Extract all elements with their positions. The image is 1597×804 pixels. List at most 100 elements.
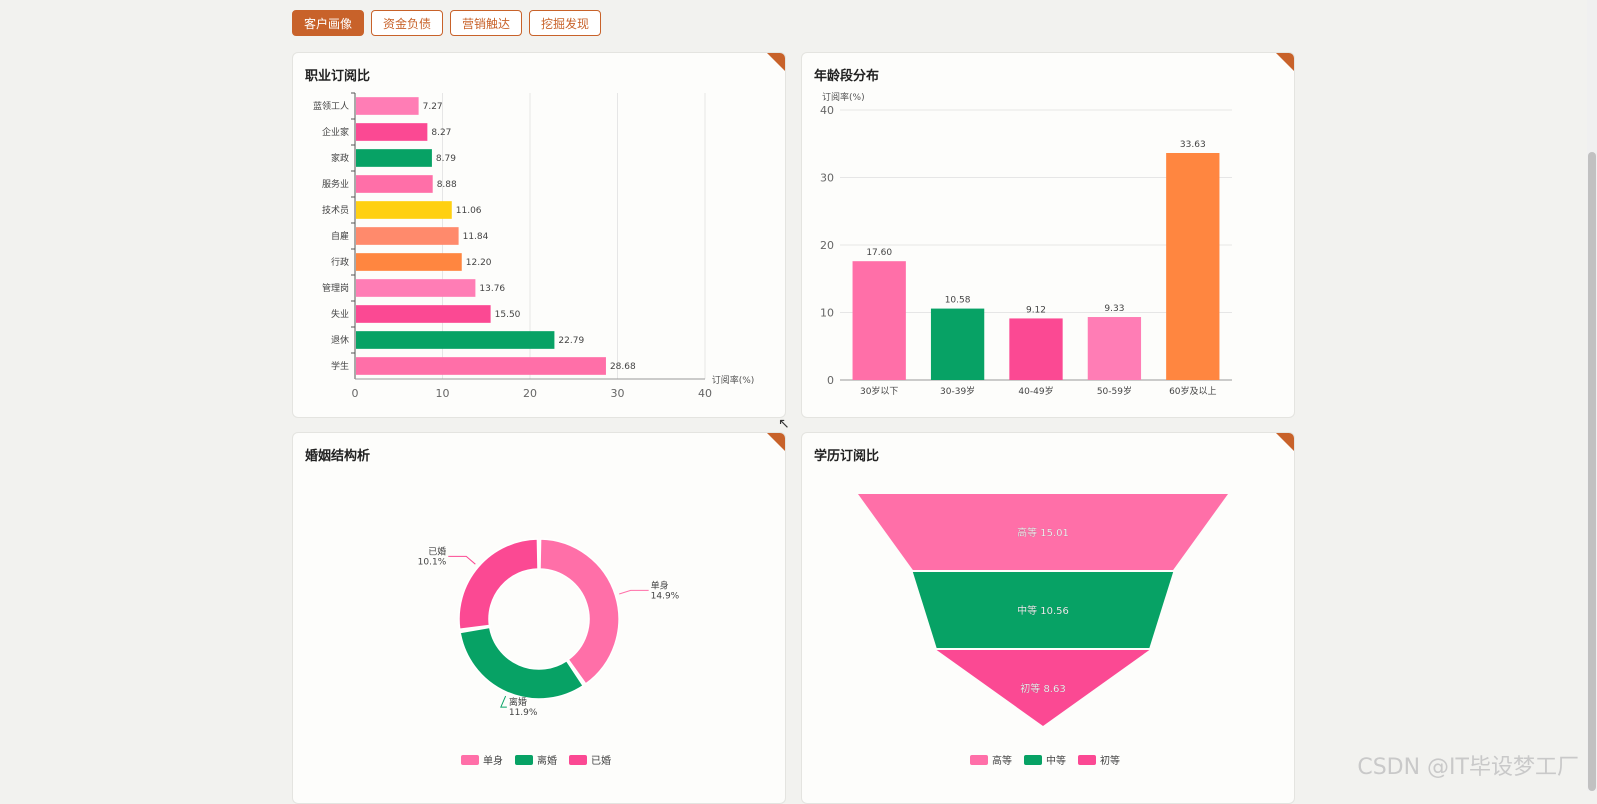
x-category-label: 60岁及以上: [1169, 385, 1216, 397]
bar: [356, 201, 452, 219]
funnel-segment: [912, 572, 1174, 648]
funnel-segment: [858, 494, 1228, 570]
slice-value-label: 14.9%: [651, 591, 680, 601]
y-category-label: 行政: [331, 256, 349, 268]
card-corner-decoration: [767, 53, 785, 71]
bar-value-label: 28.68: [610, 362, 636, 372]
y-category-label: 学生: [331, 360, 349, 372]
x-category-label: 40-49岁: [1018, 385, 1053, 397]
y-tick-label: 10: [820, 307, 834, 320]
x-tick-label: 0: [352, 387, 359, 400]
x-tick-label: 30: [611, 387, 625, 400]
x-tick-label: 10: [436, 387, 450, 400]
bar-value-label: 13.76: [479, 284, 505, 294]
y-category-label: 退休: [331, 334, 349, 346]
marriage-chart-title: 婚姻结构析: [305, 449, 371, 464]
y-category-label: 企业家: [322, 126, 349, 138]
mouse-cursor-icon: ↖: [778, 416, 790, 432]
bar: [356, 357, 606, 375]
bar: [1166, 152, 1220, 380]
bar-value-label: 8.27: [431, 128, 451, 138]
page-scrollbar[interactable]: [1587, 0, 1597, 791]
bar: [356, 227, 459, 245]
slice-value-label: 10.1%: [418, 557, 447, 567]
marriage-card: 婚姻结构析 单身 14.9% 离婚 11.9% 已婚 10.1% 单身 离婚 已婚: [292, 432, 786, 804]
slice-value-label: 11.9%: [509, 708, 538, 718]
legend-swatch: [1078, 755, 1096, 765]
legend-item-label: 中等: [1046, 754, 1066, 767]
bar-value-label: 9.12: [1026, 305, 1046, 315]
tab-bar: 客户画像 资金负债 营销触达 挖掘发现: [292, 10, 602, 36]
funnel-segment-label: 初等 8.63: [1020, 682, 1065, 695]
legend-item-label: 初等: [1100, 754, 1120, 767]
bar: [356, 305, 491, 323]
y-tick-label: 30: [820, 172, 834, 185]
tab-assets-liabilities[interactable]: 资金负债: [371, 10, 444, 36]
x-category-label: 30岁以下: [860, 385, 898, 397]
bar: [356, 331, 555, 349]
slice-leader-line: [448, 555, 476, 565]
watermark: CSDN @IT毕设梦工厂: [1357, 755, 1579, 780]
legend-swatch: [970, 755, 988, 765]
tab-mining-discovery[interactable]: 挖掘发现: [529, 10, 602, 36]
legend-swatch: [1024, 755, 1042, 765]
legend-swatch: [569, 755, 587, 765]
y-category-label: 自雇: [331, 230, 349, 242]
bar: [356, 123, 428, 141]
donut-slice: [458, 538, 539, 631]
y-tick-label: 40: [820, 104, 834, 117]
age-card: 年龄段分布 0 10 20 30 40 订阅率(%) 17.60 30岁以下 10.58 30-3…: [801, 52, 1295, 418]
bar-value-label: 33.63: [1180, 140, 1206, 150]
education-chart-title: 学历订阅比: [814, 449, 880, 464]
occupation-chart-title: 职业订阅比: [305, 69, 371, 84]
bar-value-label: 8.79: [436, 154, 456, 164]
bar: [356, 175, 433, 193]
donut-slice: [539, 538, 620, 685]
bar-value-label: 12.20: [466, 258, 492, 268]
legend-item-label: 离婚: [537, 754, 557, 767]
scrollbar-thumb[interactable]: [1588, 152, 1596, 791]
occupation-bar-chart: 0 10 20 30 40 蓝领工人 7.27 企业家 8.27 家政 8.79 服务业 8.88 技术员…: [313, 92, 755, 400]
x-tick-label: 20: [523, 387, 537, 400]
bar-value-label: 15.50: [495, 310, 521, 320]
funnel-segment-label: 中等 10.56: [1017, 604, 1069, 617]
bar-value-label: 9.33: [1104, 304, 1124, 314]
bar-value-label: 10.58: [945, 296, 971, 306]
legend-swatch: [515, 755, 533, 765]
x-tick-label: 40: [698, 387, 712, 400]
bar-value-label: 22.79: [558, 336, 584, 346]
x-axis-title: 订阅率(%): [712, 374, 755, 386]
bar: [930, 308, 985, 380]
bar: [852, 261, 906, 380]
card-corner-decoration: [1276, 53, 1294, 71]
education-card: 学历订阅比 高等 15.01 中等 10.56 初等 8.63 高等 中等 初等: [801, 432, 1295, 804]
legend-item-label: 已婚: [591, 754, 611, 767]
slice-leader-line: [500, 695, 507, 708]
tab-customer-profile[interactable]: 客户画像: [292, 10, 365, 36]
bar: [356, 253, 462, 271]
age-chart-title: 年龄段分布: [814, 69, 880, 84]
legend-item-label: 高等: [992, 754, 1012, 767]
y-tick-label: 20: [820, 239, 834, 252]
donut-slice: [459, 626, 585, 700]
card-corner-decoration: [767, 433, 785, 451]
slice-label: 已婚: [428, 545, 446, 557]
y-category-label: 蓝领工人: [313, 100, 349, 112]
y-axis-title: 订阅率(%): [822, 91, 865, 103]
bar: [1087, 317, 1142, 380]
y-category-label: 失业: [331, 308, 349, 320]
slice-label: 离婚: [509, 696, 527, 708]
y-tick-label: 0: [827, 374, 834, 387]
bar-value-label: 11.84: [463, 232, 489, 242]
bar: [1009, 318, 1063, 380]
y-category-label: 技术员: [322, 204, 349, 216]
occupation-card: 职业订阅比 0 10 20 30 40 蓝领工人 7.27 企业家 8.27 家政 8.79 服务业 8…: [292, 52, 786, 418]
tab-marketing-reach[interactable]: 营销触达: [450, 10, 523, 36]
bar-value-label: 11.06: [456, 206, 482, 216]
x-category-label: 30-39岁: [940, 385, 975, 397]
slice-label: 单身: [651, 579, 669, 591]
funnel-segment-label: 高等 15.01: [1017, 526, 1069, 539]
card-corner-decoration: [1276, 433, 1294, 451]
